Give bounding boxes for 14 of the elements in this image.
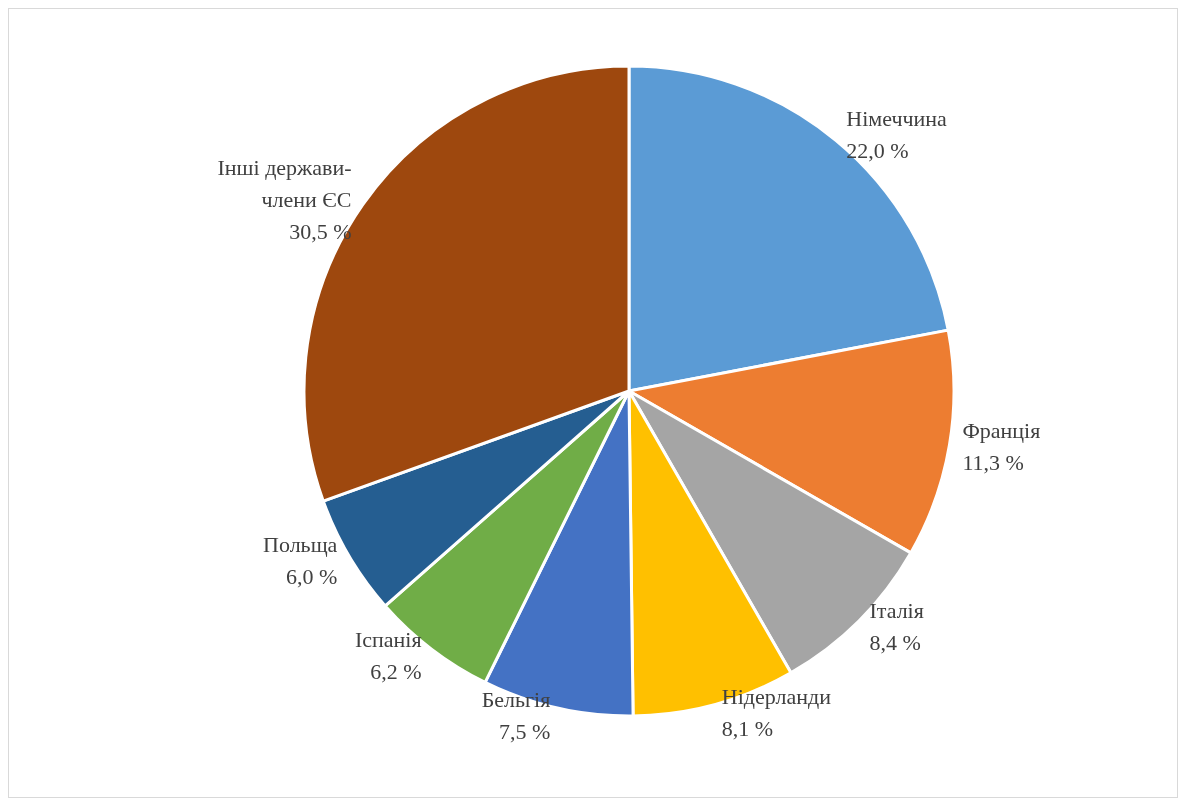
data-label: 8,1 % bbox=[721, 715, 774, 741]
data-label: 7,5 % bbox=[499, 719, 551, 745]
slice-label: Польща bbox=[263, 532, 338, 558]
data-label: 11,3 % bbox=[962, 449, 1024, 475]
slice-label: Німеччина bbox=[846, 105, 948, 131]
slice-label: Франція bbox=[962, 417, 1041, 443]
slice-label: Інші держави-члени ЄС bbox=[217, 155, 352, 213]
data-label: 6,2 % bbox=[370, 658, 422, 684]
slice-label: Нідерланди bbox=[721, 683, 832, 709]
data-label: 6,0 % bbox=[286, 564, 338, 590]
data-label: 8,4 % bbox=[869, 629, 921, 655]
slice-label: Іспанія bbox=[354, 626, 422, 652]
slice-label: Італія bbox=[869, 597, 924, 623]
data-label: 22,0 % bbox=[846, 137, 909, 163]
